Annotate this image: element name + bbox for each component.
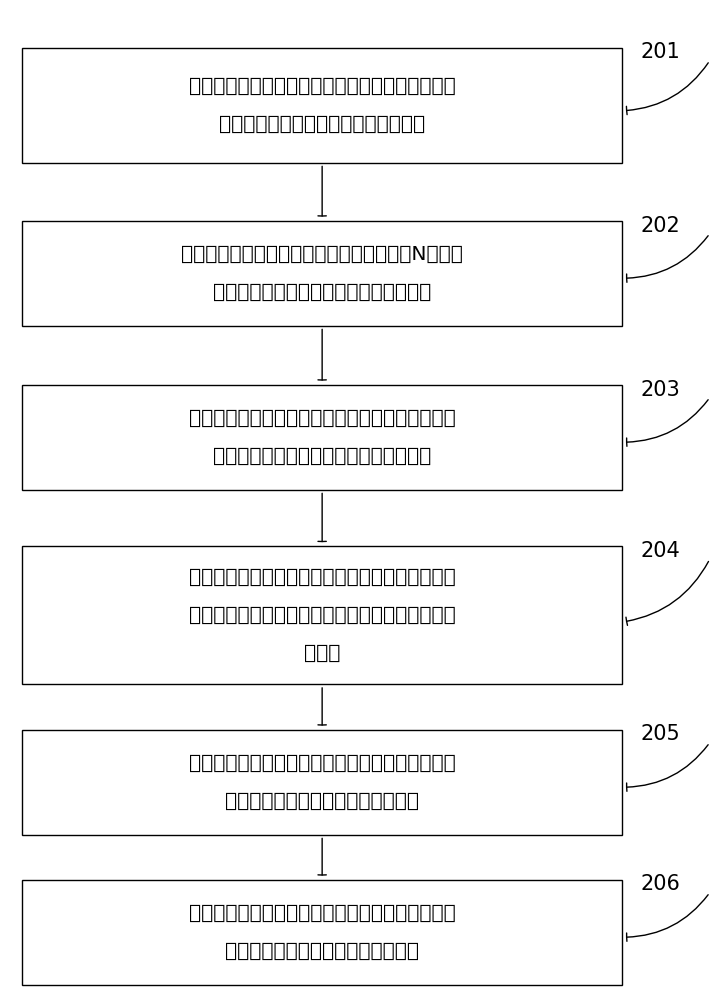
Text: 205: 205 [641, 724, 681, 744]
Text: 目的端将第一时隙和第二时隙接收到的信息进行最: 目的端将第一时隙和第二时隙接收到的信息进行最 [189, 754, 456, 772]
Text: 201: 201 [641, 42, 681, 62]
FancyBboxPatch shape [22, 880, 622, 984]
Text: 端接收信源信息同时向中继发送干扰信号: 端接收信源信息同时向中继发送干扰信号 [213, 447, 431, 466]
FancyBboxPatch shape [22, 385, 622, 490]
Text: 目的端利用信道状态信息，从目的端配置的N根天线: 目的端利用信道状态信息，从目的端配置的N根天线 [181, 244, 463, 263]
Text: 大比合并，并计算最大系统安全容量: 大比合并，并计算最大系统安全容量 [225, 942, 419, 960]
Text: 206: 206 [641, 874, 681, 894]
Text: 204: 204 [641, 541, 681, 561]
Text: 目的端获知信源端和中继端发送的导频信息，根据: 目的端获知信源端和中继端发送的导频信息，根据 [189, 77, 456, 96]
Text: 203: 203 [641, 380, 681, 400]
Text: 202: 202 [641, 216, 681, 235]
FancyBboxPatch shape [22, 47, 622, 162]
FancyBboxPatch shape [22, 730, 622, 834]
FancyBboxPatch shape [22, 221, 622, 326]
Text: 扰消除: 扰消除 [304, 644, 340, 662]
Text: 接收的信号放大后转发至目的端，目的端进行自干: 接收的信号放大后转发至目的端，目的端进行自干 [189, 605, 456, 624]
Text: 第一时隙中，信源发送信息给中继和目的端，目的: 第一时隙中，信源发送信息给中继和目的端，目的 [189, 408, 456, 428]
FancyBboxPatch shape [22, 546, 622, 684]
Text: 中选出一组系统安全容量最大的收发天线: 中选出一组系统安全容量最大的收发天线 [213, 282, 431, 302]
Text: 目的端将第一时隙和第二时隙接收到的信息进行最: 目的端将第一时隙和第二时隙接收到的信息进行最 [189, 904, 456, 922]
Text: 第二时隙中，中继采用放大转发协议将第一时隙内: 第二时隙中，中继采用放大转发协议将第一时隙内 [189, 568, 456, 586]
Text: 导频信息估计信道，获取信道状态信息: 导频信息估计信道，获取信道状态信息 [219, 114, 425, 133]
Text: 大比合并，并计算最大系统安全容量: 大比合并，并计算最大系统安全容量 [225, 792, 419, 810]
